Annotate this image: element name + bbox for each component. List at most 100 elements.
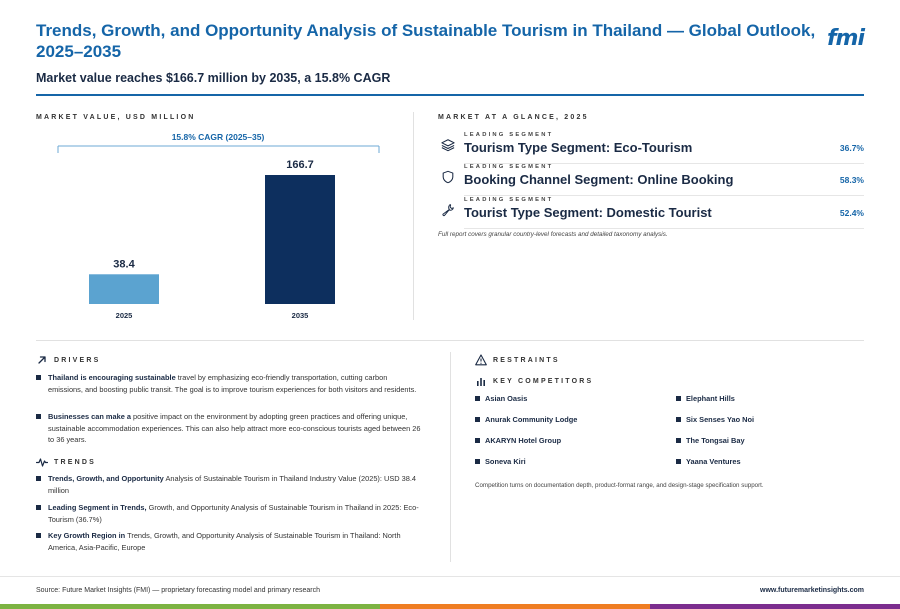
trend-item-text: Growth, and Opportunity Analysis of Sust… — [48, 503, 419, 524]
cagr-bracket — [57, 145, 380, 153]
market-value-label: MARKET VALUE, USD MILLION — [36, 114, 196, 121]
header: Trends, Growth, and Opportunity Analysis… — [36, 20, 816, 85]
market-value-chart: 15.8% CAGR (2025–35) 38.4 2025 166.7 2035 — [57, 132, 380, 320]
glance-item-name: Tourism Type Segment: Eco-Tourism — [464, 140, 693, 155]
trend-item-lead: Trends, Growth, and Opportunity — [48, 474, 164, 483]
value-label-2025: 38.4 — [113, 258, 135, 270]
trend-item: Trends, Growth, and Opportunity Analysis… — [36, 473, 424, 496]
restraints-title: RESTRAINTS — [493, 356, 560, 364]
value-label-2035: 166.7 — [286, 159, 314, 171]
footer-accent-purple — [650, 604, 900, 609]
trend-item: Leading Segment in Trends, Growth, and O… — [36, 502, 424, 525]
bullet-square — [36, 375, 41, 380]
glance-item-booking-channel: LEADING SEGMENT Booking Channel Segment:… — [438, 164, 864, 196]
competitor-item: AKARYN Hotel Group — [475, 436, 561, 445]
competitor-name: Anurak Community Lodge — [485, 415, 578, 424]
glance-item-small-label: LEADING SEGMENT — [464, 197, 554, 203]
category-label-2025: 2025 — [116, 311, 133, 320]
bullet-square — [676, 396, 681, 401]
footer-source: Source: Future Market Insights (FMI) — p… — [36, 587, 320, 594]
driver-item-lead: Businesses can make a — [48, 412, 131, 421]
chart-bars: 38.4 2025 166.7 2035 — [89, 159, 335, 320]
divider-vertical-top — [413, 112, 414, 320]
glance-item-divider — [464, 228, 864, 229]
competitor-name: Soneva Kiri — [485, 457, 526, 466]
footer-accent-green — [0, 604, 380, 609]
competitor-item: Asian Oasis — [475, 394, 527, 403]
glance-item-divider — [464, 163, 864, 164]
restraints-header: RESTRAINTS — [475, 354, 560, 366]
competitors-title: KEY COMPETITORS — [493, 377, 594, 385]
competitor-name: The Tongsai Bay — [686, 436, 745, 445]
bullet-square — [36, 476, 41, 481]
glance-item-name: Booking Channel Segment: Online Booking — [464, 172, 734, 187]
cagr-annotation: 15.8% CAGR (2025–35) — [172, 132, 265, 142]
trends-header: TRENDS — [36, 456, 96, 468]
trend-item-text: Analysis of Sustainable Tourism in Thail… — [48, 474, 417, 495]
competitor-name: Elephant Hills — [686, 394, 735, 403]
drivers-title: DRIVERS — [54, 356, 101, 364]
trend-item-text: Trends, Growth, and Opportunity Analysis… — [48, 531, 401, 552]
glance-item-value: 52.4% — [839, 208, 864, 218]
glance-item-small-label: LEADING SEGMENT — [464, 132, 554, 138]
pulse-icon — [36, 458, 48, 467]
category-label-2035: 2035 — [292, 311, 309, 320]
glance-item-value: 36.7% — [839, 143, 864, 153]
glance-item-tourism-type: LEADING SEGMENT Tourism Type Segment: Ec… — [438, 132, 864, 164]
competitor-item: Yaana Ventures — [676, 457, 741, 466]
competitor-item: Soneva Kiri — [475, 457, 526, 466]
shield-icon — [442, 170, 454, 184]
competitor-item: Elephant Hills — [676, 394, 735, 403]
divider-horizontal-middle — [36, 340, 864, 341]
competitor-name: Yaana Ventures — [686, 457, 741, 466]
driver-item-lead: Thailand is encouraging sustainable — [48, 373, 176, 382]
footer-accent-orange — [380, 604, 650, 609]
bullet-square — [36, 533, 41, 538]
header-rule — [36, 94, 864, 96]
glance-item-divider — [464, 195, 864, 196]
competitor-item: Anurak Community Lodge — [475, 415, 577, 424]
bullet-square — [475, 438, 480, 443]
competitors-header: KEY COMPETITORS — [475, 375, 593, 387]
competitor-name: Asian Oasis — [485, 394, 528, 403]
bar-chart-icon — [477, 378, 485, 386]
competitor-name: Six Senses Yao Noi — [686, 415, 755, 424]
bullet-square — [475, 396, 480, 401]
footer-divider — [0, 576, 900, 577]
glance-item-value: 58.3% — [839, 175, 864, 185]
driver-item-text: positive impact on the environment by ad… — [48, 412, 421, 444]
driver-item: Businesses can make a positive impact on… — [36, 411, 424, 446]
page-subtitle: Market value reaches $166.7 million by 2… — [36, 71, 391, 85]
divider-vertical-bottom — [450, 352, 451, 562]
fmi-logo[interactable]: fmi — [826, 26, 865, 51]
bullet-square — [475, 459, 480, 464]
bar-2025 — [89, 274, 159, 304]
bullet-square — [676, 417, 681, 422]
competitor-name: AKARYN Hotel Group — [485, 436, 562, 445]
bullet-square — [676, 438, 681, 443]
competitors-note: Competition turns on documentation depth… — [475, 482, 764, 489]
bar-2035 — [265, 175, 335, 304]
competitor-item: Six Senses Yao Noi — [676, 415, 754, 424]
driver-item-text: travel by emphasizing eco-friendly trans… — [48, 373, 417, 394]
bullet-square — [36, 505, 41, 510]
glance-note: Full report covers granular country-leve… — [438, 231, 668, 238]
page-title: Trends, Growth, and Opportunity Analysis… — [36, 21, 816, 61]
glance-item-name: Tourist Type Segment: Domestic Tourist — [464, 205, 712, 220]
drivers-header: DRIVERS — [36, 354, 101, 366]
footer-url-link[interactable]: www.futuremarketinsights.com — [760, 587, 864, 594]
trend-item-lead: Key Growth Region in — [48, 531, 126, 540]
glance-item-tourist-type: LEADING SEGMENT Tourist Type Segment: Do… — [438, 197, 864, 229]
arrow-up-right-icon — [38, 356, 46, 364]
warning-icon — [475, 354, 487, 366]
trend-item-lead: Leading Segment in Trends, — [48, 503, 147, 512]
glance-label: MARKET AT A GLANCE, 2025 — [438, 114, 589, 121]
bullet-square — [475, 417, 480, 422]
trends-title: TRENDS — [54, 458, 96, 466]
bullet-square — [36, 414, 41, 419]
bullet-square — [676, 459, 681, 464]
glance-item-small-label: LEADING SEGMENT — [464, 164, 554, 170]
trend-item: Key Growth Region in Trends, Growth, and… — [36, 530, 424, 553]
competitor-item: The Tongsai Bay — [676, 436, 745, 445]
wrench-icon — [442, 204, 454, 217]
